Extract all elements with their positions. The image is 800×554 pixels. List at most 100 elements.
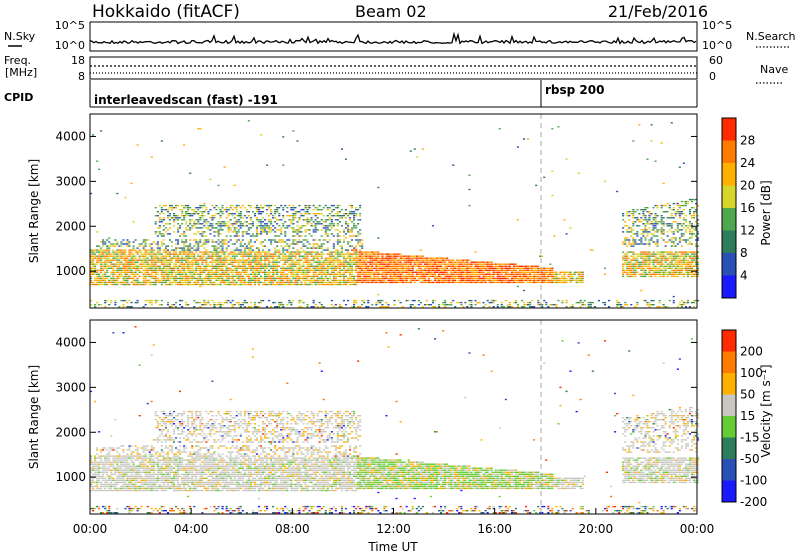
echo-cell (235, 249, 238, 251)
echo-cell (634, 253, 637, 255)
echo-cell (419, 267, 422, 269)
echo-cell (417, 263, 420, 265)
echo-cell (276, 229, 279, 231)
echo-cell (342, 265, 345, 267)
echo-cell (531, 271, 534, 273)
echo-cell (162, 235, 165, 237)
echo-cell (235, 281, 238, 284)
echo-cell (296, 277, 299, 280)
echo-cell (112, 257, 115, 259)
echo-cell (583, 299, 586, 302)
echo-cell (650, 273, 653, 275)
echo-cell (373, 253, 376, 255)
echo-cell (332, 204, 335, 207)
echo-cell (276, 207, 279, 209)
echo-cell (195, 259, 198, 261)
echo-cell (324, 259, 327, 261)
echo-cell (100, 304, 103, 306)
echo-cell (393, 273, 396, 275)
echo-cell (344, 257, 347, 259)
echo-cell (138, 267, 141, 269)
echo-cell (278, 261, 281, 263)
echo-cell (381, 279, 384, 282)
echo-cell (251, 275, 254, 278)
echo-cell (166, 209, 169, 211)
echo-cell (262, 277, 265, 280)
echo-cell (340, 306, 343, 308)
echo-cell (478, 281, 481, 284)
echo-cell (90, 249, 93, 251)
echo-cell (407, 277, 410, 280)
echo-cell (247, 120, 250, 122)
echo-cell (92, 259, 95, 261)
echo-cell (421, 265, 424, 267)
echo-cell (253, 279, 256, 282)
echo-cell (280, 281, 283, 284)
echo-cell (146, 299, 149, 302)
echo-cell (367, 269, 370, 271)
echo-cell (197, 253, 200, 255)
echo-cell (385, 255, 388, 257)
echo-cell (438, 257, 441, 259)
echo-cell (429, 271, 432, 273)
echo-cell (282, 269, 285, 271)
echo-cell (183, 257, 186, 259)
echo-cell (268, 204, 271, 207)
echo-cell (429, 267, 432, 269)
echo-cell (632, 140, 635, 142)
echo-cell (185, 255, 188, 257)
echo-cell (523, 267, 526, 269)
echo-cell (470, 275, 473, 278)
echo-cell (102, 279, 105, 282)
echo-cell (318, 223, 321, 225)
echo-cell (286, 249, 289, 251)
echo-cell (187, 265, 190, 267)
echo-cell (286, 275, 289, 278)
echo-cell (395, 275, 398, 278)
echo-cell (120, 257, 123, 259)
echo-cell (650, 255, 653, 257)
echo-cell (577, 271, 580, 273)
echo-cell (419, 269, 422, 271)
echo-cell (120, 283, 123, 286)
echo-cell (225, 271, 228, 273)
echo-cell (448, 277, 451, 280)
echo-cell (235, 261, 238, 263)
echo-cell (357, 267, 360, 269)
echo-cell (120, 251, 123, 253)
echo-cell (243, 231, 246, 233)
echo-cell (154, 301, 157, 304)
echo-cell (328, 277, 331, 280)
echo-cell (241, 265, 244, 267)
echo-cell (622, 213, 625, 215)
echo-cell (255, 271, 258, 273)
echo-cell (456, 275, 459, 278)
echo-cell (142, 265, 145, 267)
echo-cell (294, 215, 297, 217)
echo-cell (102, 261, 105, 263)
echo-cell (130, 277, 133, 280)
echo-cell (634, 233, 637, 235)
echo-cell (201, 283, 204, 286)
echo-cell (100, 257, 103, 259)
echo-cell (361, 251, 364, 253)
echo-cell (100, 253, 103, 255)
echo-cell (270, 239, 273, 241)
echo-cell (440, 261, 443, 263)
echo-cell (456, 263, 459, 265)
echo-cell (255, 207, 258, 209)
echo-cell (545, 275, 548, 278)
echo-cell (636, 217, 639, 219)
echo-cell (278, 275, 281, 278)
echo-cell (197, 301, 200, 304)
echo-cell (514, 269, 517, 271)
echo-cell (650, 269, 653, 271)
echo-cell (427, 263, 430, 265)
echo-cell (154, 231, 157, 233)
echo-cell (227, 253, 230, 255)
echo-cell (160, 263, 163, 265)
echo-cell (347, 229, 350, 231)
echo-cell (436, 275, 439, 278)
echo-cell (130, 267, 133, 269)
echo-cell (302, 271, 305, 273)
